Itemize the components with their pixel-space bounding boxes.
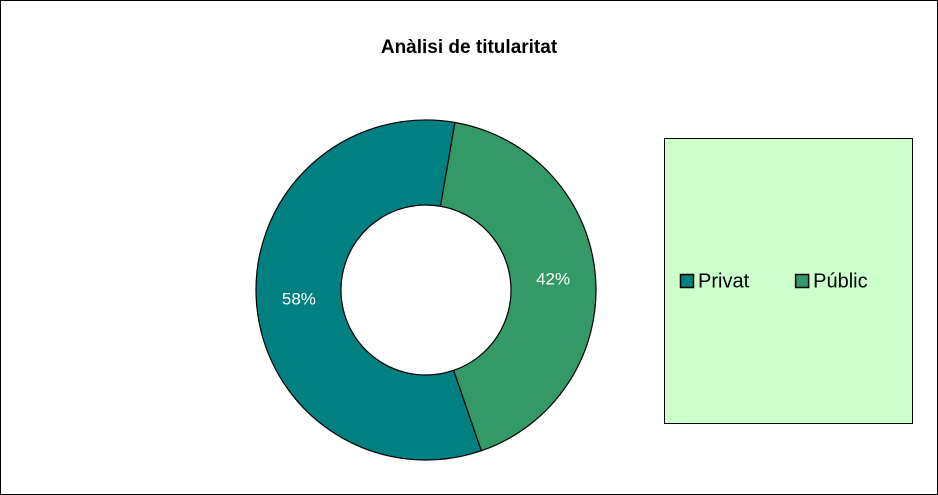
legend-label: Públic [813, 270, 867, 292]
legend-box [664, 138, 913, 424]
donut-segment [255, 119, 483, 461]
legend-swatch [679, 273, 695, 289]
data-label: 58% [282, 290, 316, 309]
legend-swatch [794, 273, 810, 289]
donut-segment [439, 121, 597, 452]
legend-label: Privat [698, 270, 750, 292]
data-label: 42% [536, 269, 570, 288]
chart-title: Anàlisi de titularitat [381, 37, 558, 58]
